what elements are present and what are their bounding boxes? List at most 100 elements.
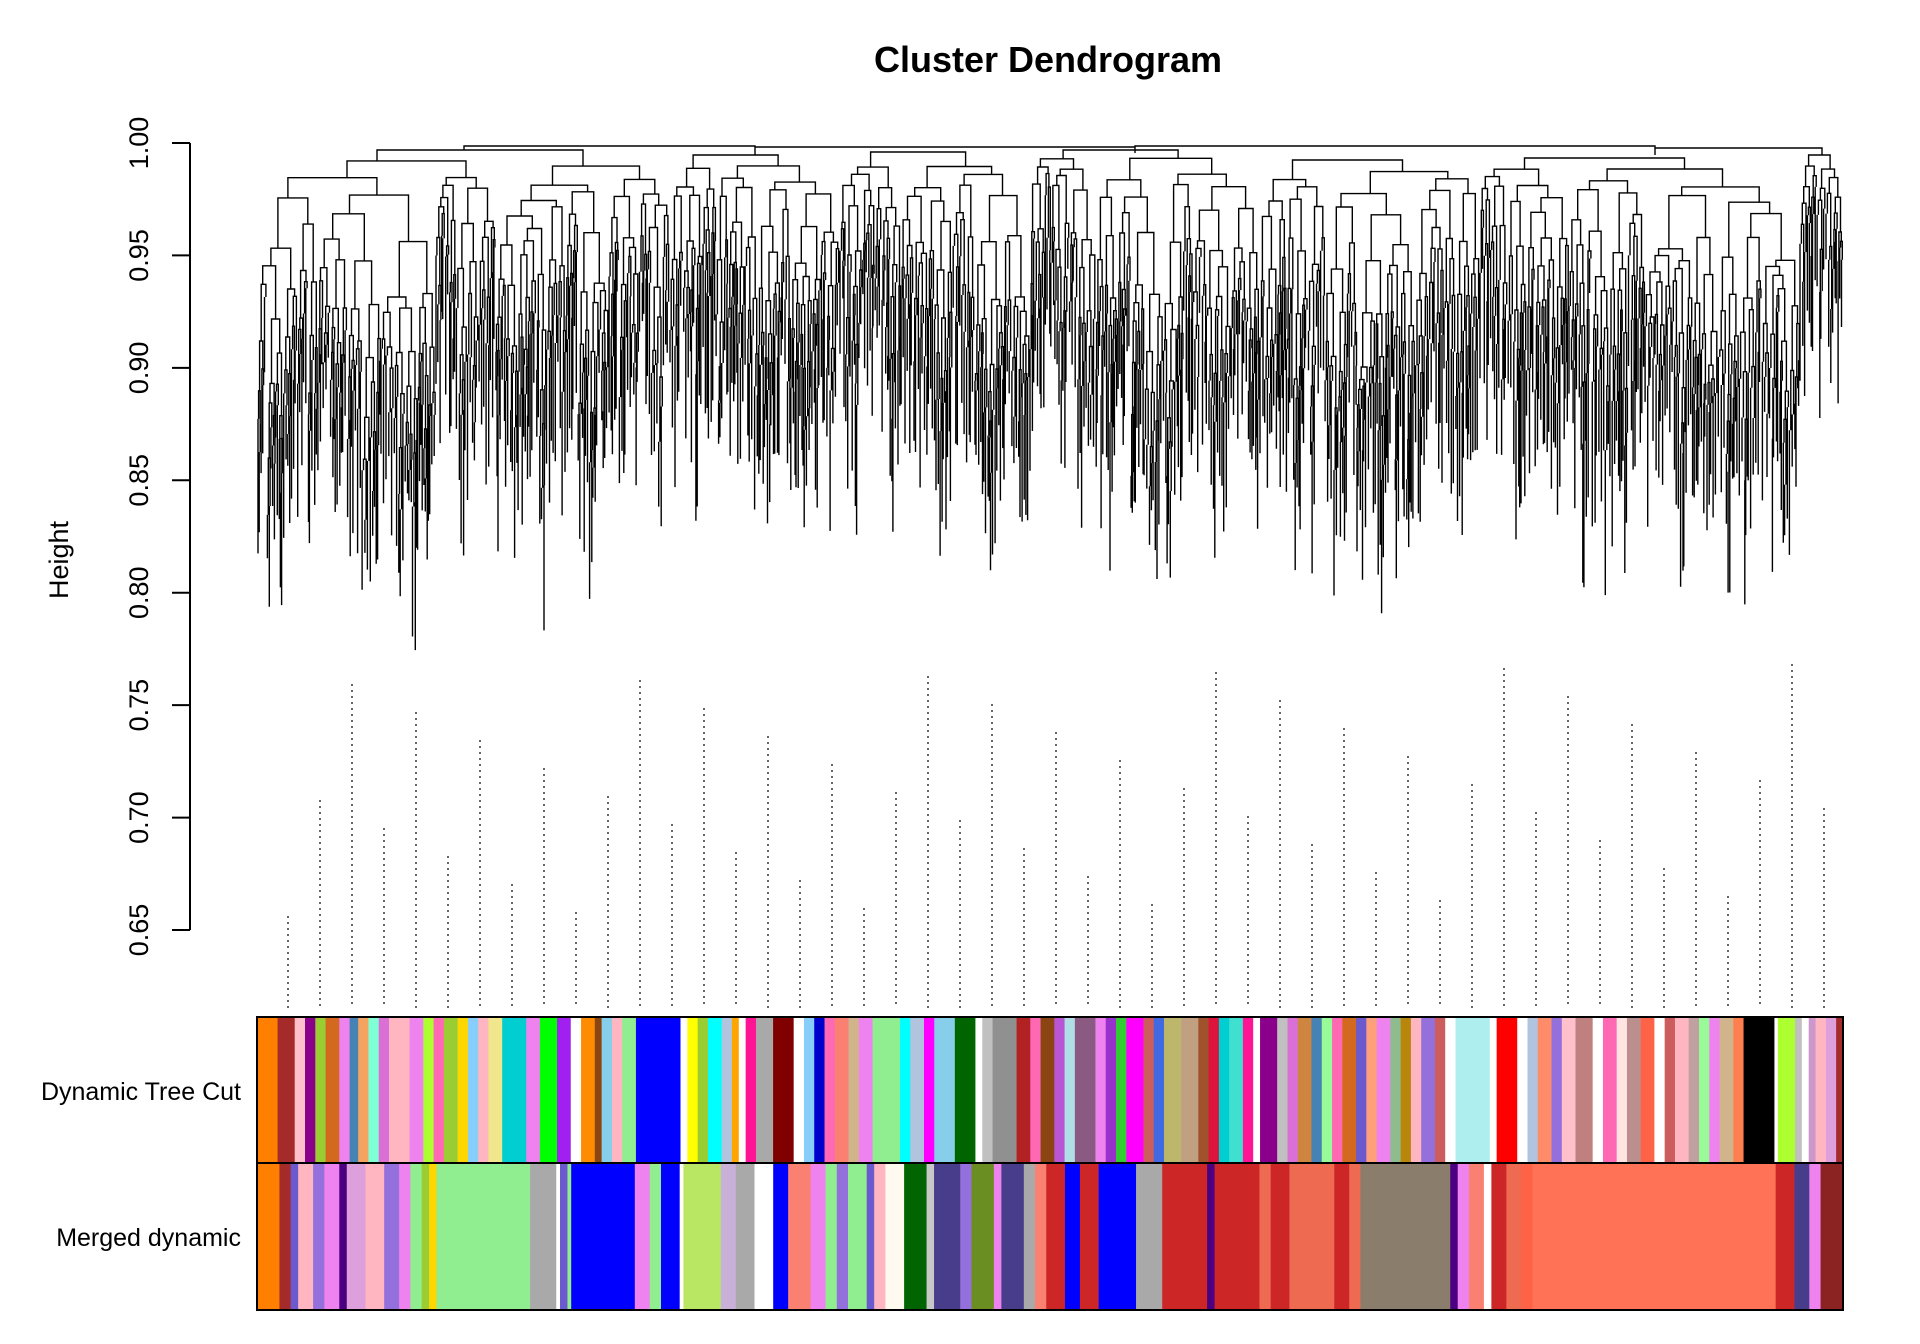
module-color-segment xyxy=(1214,1163,1261,1310)
module-color-segment xyxy=(570,1017,582,1163)
y-tick-label: 0.85 xyxy=(124,454,154,507)
module-color-segment xyxy=(1491,1163,1507,1310)
module-color-segment xyxy=(556,1163,561,1310)
module-color-segment xyxy=(1064,1163,1081,1310)
module-color-segment xyxy=(1332,1017,1343,1163)
module-color-segment xyxy=(1616,1017,1628,1163)
module-color-segment xyxy=(1575,1017,1594,1163)
module-color-segment xyxy=(257,1163,281,1310)
module-color-segment xyxy=(346,1163,367,1310)
module-color-segment xyxy=(1311,1017,1323,1163)
module-color-segment xyxy=(467,1017,479,1163)
module-color-segment xyxy=(1521,1163,1534,1310)
module-color-segment xyxy=(315,1017,327,1163)
module-color-segment xyxy=(1664,1017,1676,1163)
module-color-segment xyxy=(1532,1163,1777,1310)
color-bar-label-dynamic-tree-cut: Dynamic Tree Cut xyxy=(41,1078,241,1106)
module-color-segment xyxy=(365,1163,385,1310)
module-color-segment xyxy=(409,1017,424,1163)
module-color-segment xyxy=(1253,1017,1261,1163)
module-color-segment xyxy=(679,1163,685,1310)
module-color-segment xyxy=(992,1017,1018,1163)
module-color-segment xyxy=(993,1163,1002,1310)
module-color-segment xyxy=(1743,1017,1776,1163)
module-color-segment xyxy=(697,1017,709,1163)
y-tick-label: 0.70 xyxy=(124,791,154,844)
module-color-segment xyxy=(1626,1017,1642,1163)
module-color-segment xyxy=(874,1163,887,1310)
module-color-segment xyxy=(773,1163,789,1310)
module-color-segment xyxy=(389,1017,411,1163)
y-tick-label: 1.00 xyxy=(124,117,154,170)
module-color-segment xyxy=(339,1163,348,1310)
module-color-segment xyxy=(1527,1017,1539,1163)
module-color-segment xyxy=(429,1163,438,1310)
module-color-segment xyxy=(687,1017,699,1163)
module-color-segment xyxy=(1356,1017,1367,1163)
module-color-segment xyxy=(557,1017,572,1163)
module-color-segment xyxy=(1105,1017,1117,1163)
module-color-segment xyxy=(581,1017,596,1163)
module-color-segment xyxy=(1794,1017,1803,1163)
module-color-segment xyxy=(1030,1017,1042,1163)
module-color-segment xyxy=(1218,1017,1230,1163)
module-color-segment xyxy=(1054,1017,1066,1163)
y-tick-label: 0.90 xyxy=(124,342,154,395)
module-color-segment xyxy=(257,1017,279,1163)
module-color-segment xyxy=(649,1163,662,1310)
module-color-segment xyxy=(368,1017,380,1163)
module-color-segment xyxy=(872,1017,901,1163)
module-color-segment xyxy=(635,1017,682,1163)
color-bar-merged-dynamic xyxy=(257,1163,1844,1310)
module-color-segment xyxy=(530,1163,557,1310)
module-color-segment xyxy=(1098,1163,1137,1310)
module-color-segment xyxy=(349,1017,359,1163)
module-color-segment xyxy=(680,1017,688,1163)
module-color-segment xyxy=(1719,1017,1734,1163)
module-color-segment xyxy=(378,1017,390,1163)
module-color-segment xyxy=(1321,1017,1333,1163)
module-color-segment xyxy=(1537,1017,1553,1163)
module-color-segment xyxy=(294,1017,306,1163)
module-color-segment xyxy=(755,1017,774,1163)
module-color-segment xyxy=(982,1017,994,1163)
module-color-segment xyxy=(1654,1017,1666,1163)
module-color-segment xyxy=(526,1017,541,1163)
module-color-segment xyxy=(1035,1163,1047,1310)
y-tick-label: 0.95 xyxy=(124,229,154,282)
dendrogram-leaf-guides xyxy=(287,664,1825,1008)
module-color-segment xyxy=(1483,1163,1492,1310)
module-color-segment xyxy=(735,1163,756,1310)
module-color-segment xyxy=(825,1163,838,1310)
module-color-segment xyxy=(803,1017,815,1163)
module-color-segment xyxy=(1455,1017,1491,1163)
module-color-segment xyxy=(960,1163,973,1310)
module-color-segment xyxy=(1390,1017,1402,1163)
y-tick-label: 0.80 xyxy=(124,566,154,619)
module-color-segment xyxy=(660,1163,681,1310)
dendrogram-branches xyxy=(257,145,1843,651)
module-color-segment xyxy=(1023,1163,1036,1310)
module-color-segment xyxy=(1360,1163,1451,1310)
module-color-segment xyxy=(1095,1017,1107,1163)
module-color-segment xyxy=(1496,1017,1518,1163)
dendrogram-tree xyxy=(257,145,1843,651)
module-color-segment xyxy=(1592,1017,1604,1163)
module-color-segment xyxy=(601,1017,613,1163)
y-axis-label: Height xyxy=(44,520,74,599)
module-color-segment xyxy=(634,1163,651,1310)
module-color-segment xyxy=(384,1163,400,1310)
module-color-segment xyxy=(1376,1017,1391,1163)
module-color-segment xyxy=(1698,1017,1710,1163)
module-color-segment xyxy=(1001,1163,1025,1310)
module-color-segment xyxy=(1808,1017,1817,1163)
module-color-segment xyxy=(1517,1017,1529,1163)
module-color-segment xyxy=(1400,1017,1412,1163)
module-color-segment xyxy=(1334,1163,1350,1310)
module-color-segment xyxy=(436,1163,531,1310)
module-color-segment xyxy=(1260,1017,1278,1163)
module-color-segment xyxy=(1242,1017,1254,1163)
module-color-segment xyxy=(848,1163,868,1310)
module-color-segment xyxy=(754,1163,774,1310)
